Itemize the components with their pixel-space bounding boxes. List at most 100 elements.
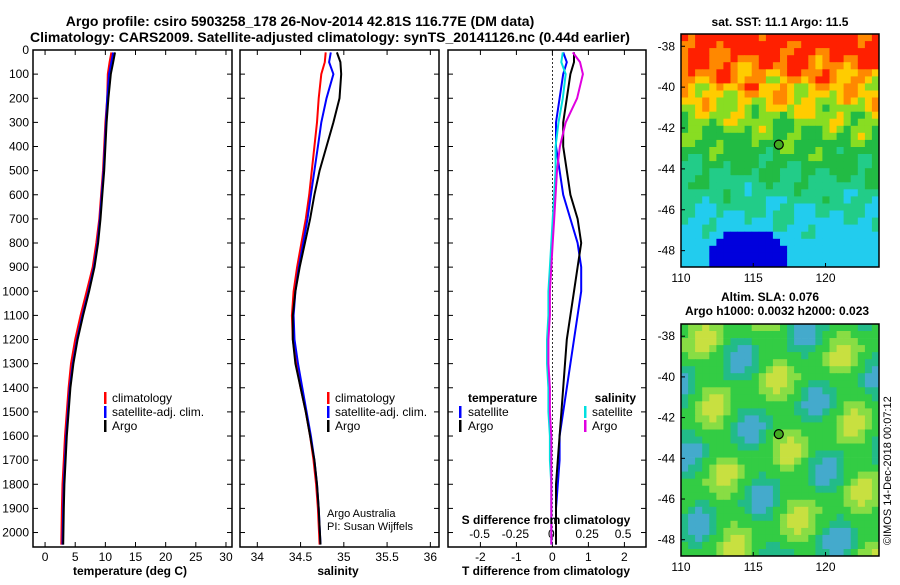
- map-cell: [716, 478, 724, 487]
- map-cell: [758, 513, 767, 522]
- map-cell: [787, 366, 795, 374]
- map-cell: [737, 549, 746, 557]
- map-cell: [815, 132, 823, 141]
- map-cell: [829, 422, 837, 430]
- map-cell: [681, 252, 689, 261]
- map-cell: [808, 394, 816, 402]
- map-cell: [843, 189, 852, 197]
- map-y-tick-label: -40: [658, 370, 676, 384]
- map-cell: [864, 549, 873, 557]
- map-cell: [864, 429, 873, 437]
- map-cell: [737, 104, 746, 113]
- map-cell: [829, 252, 837, 261]
- map-cell: [843, 457, 852, 465]
- map-cell: [857, 245, 866, 254]
- map-cell: [765, 541, 774, 550]
- sst-map-plot: 110 115 120-38-40-42-44-46-48: [658, 34, 880, 285]
- map-cell: [688, 224, 696, 233]
- map-cell: [822, 394, 830, 402]
- legend-s-satellite: satellite: [592, 405, 633, 419]
- salinity-axes-frame: [239, 49, 440, 548]
- map-cell: [787, 147, 795, 155]
- map-cell: [751, 422, 760, 430]
- map-cell: [801, 182, 809, 190]
- map-cell: [815, 366, 823, 374]
- map-cell: [702, 408, 710, 416]
- map-cell: [716, 139, 724, 148]
- map-cell: [772, 408, 781, 416]
- map-cell: [716, 436, 724, 444]
- map-cell: [723, 104, 731, 113]
- map-cell: [843, 331, 852, 339]
- map-cell: [787, 189, 795, 197]
- map-cell: [716, 182, 724, 190]
- map-cell: [695, 506, 703, 515]
- map-cell: [716, 259, 724, 268]
- map-cell: [857, 478, 866, 487]
- map-cell: [822, 541, 830, 550]
- map-cell: [744, 139, 753, 148]
- map-cell: [681, 231, 689, 240]
- map-cell: [772, 373, 781, 381]
- map-cell: [780, 450, 788, 458]
- map-cell: [808, 104, 816, 113]
- map-cell: [871, 154, 880, 162]
- map-cell: [681, 62, 689, 70]
- map-cell: [857, 104, 866, 113]
- map-cell: [850, 443, 859, 451]
- legend-t-satellite: satellite: [468, 405, 509, 419]
- map-cell: [772, 34, 781, 42]
- map-cell: [801, 450, 809, 458]
- map-cell: [829, 111, 837, 120]
- map-cell: [871, 252, 880, 261]
- map-cell: [723, 252, 731, 261]
- map-cell: [801, 210, 809, 218]
- map-cell: [765, 231, 774, 240]
- map-cell: [681, 245, 689, 254]
- map-cell: [751, 527, 760, 536]
- map-cell: [836, 231, 845, 240]
- map-cell: [801, 161, 809, 169]
- map-cell: [716, 338, 724, 346]
- map-cell: [695, 196, 703, 204]
- map-cell: [688, 471, 696, 479]
- map-cell: [836, 252, 845, 261]
- map-cell: [864, 520, 873, 529]
- x-tick-label: 0: [549, 550, 556, 564]
- map-cell: [801, 217, 809, 226]
- map-cell: [850, 154, 859, 162]
- map-cell: [737, 55, 746, 63]
- credit-line2: PI: Susan Wijffels: [327, 521, 413, 533]
- map-cell: [751, 380, 760, 388]
- map-cell: [829, 62, 837, 70]
- map-cell: [864, 161, 873, 169]
- map-cell: [815, 450, 823, 458]
- map-cell: [780, 394, 788, 402]
- map-cell: [702, 324, 710, 332]
- map-cell: [787, 217, 795, 226]
- map-cell: [730, 401, 738, 409]
- map-cell: [857, 76, 866, 84]
- map-cell: [744, 147, 753, 155]
- map-cell: [864, 83, 873, 91]
- map-cell: [716, 69, 724, 77]
- map-cell: [702, 118, 710, 127]
- map-cell: [723, 436, 731, 444]
- map-cell: [695, 97, 703, 105]
- map-cell: [681, 196, 689, 204]
- map-cell: [850, 97, 859, 105]
- map-cell: [822, 373, 830, 381]
- map-cell: [716, 549, 724, 557]
- map-cell: [822, 97, 830, 105]
- map-cell: [695, 338, 703, 346]
- legend-swatch-s-satellite: [584, 406, 587, 418]
- map-cell: [794, 506, 802, 515]
- legend-swatch-satellite: [104, 406, 107, 418]
- map-cell: [744, 338, 753, 346]
- map-cell: [815, 154, 823, 162]
- map-cell: [765, 203, 774, 211]
- map-cell: [709, 90, 717, 98]
- map-cell: [850, 168, 859, 176]
- map-cell: [730, 203, 738, 211]
- map-cell: [857, 331, 866, 339]
